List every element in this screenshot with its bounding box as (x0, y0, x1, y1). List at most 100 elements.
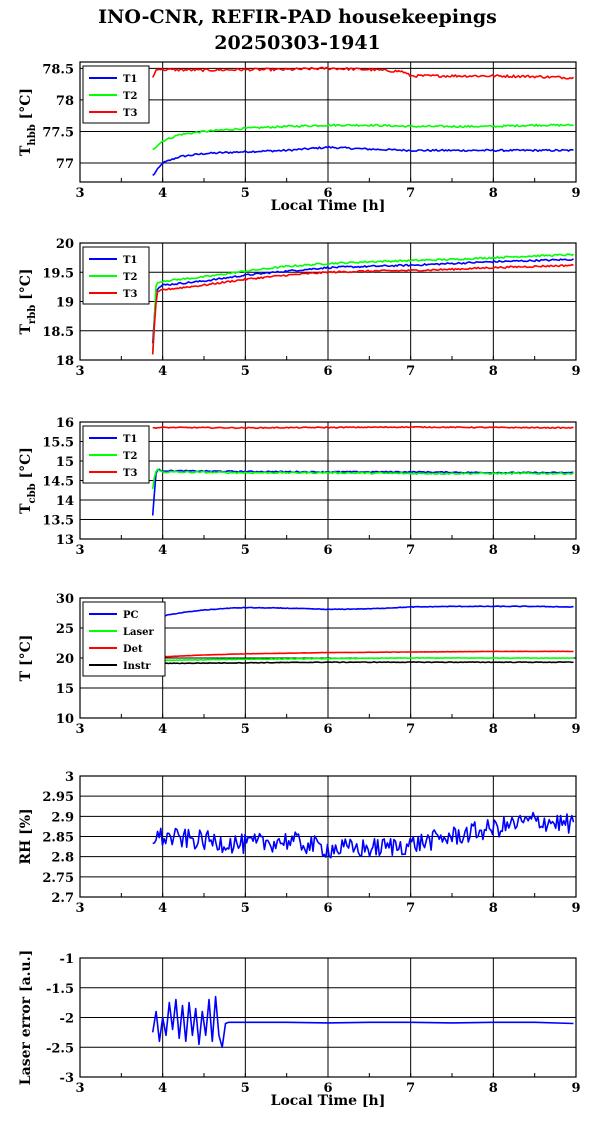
x-tick-label: 8 (489, 186, 498, 201)
x-tick-label: 3 (75, 1081, 84, 1096)
x-tick-label: 4 (158, 364, 167, 379)
y-tick-label: -1 (60, 952, 74, 967)
series-line-det (152, 650, 574, 659)
x-tick-label: 8 (489, 722, 498, 737)
y-tick-label: 18.5 (42, 325, 74, 340)
x-tick-label: 3 (75, 543, 84, 558)
legend-label: T1 (123, 74, 137, 85)
x-tick-label: 7 (406, 901, 415, 916)
x-tick-label: 4 (158, 1081, 167, 1096)
y-tick-label: 25 (56, 622, 74, 637)
y-tick-label: 14.5 (42, 475, 74, 490)
series-line-t2 (152, 123, 574, 151)
legend-label: PC (123, 610, 139, 621)
x-tick-label: 3 (75, 364, 84, 379)
series-line-data (151, 995, 574, 1049)
legend-label: T2 (123, 272, 137, 283)
x-axis-label: Local Time [h] (271, 1093, 386, 1109)
series-line-data (152, 811, 575, 859)
legend-label: T3 (123, 108, 137, 119)
series-line-laser (152, 656, 574, 662)
chart-p5: 3 4 5 6 7 8 9 2.7 2.75 2.8 2.85 2.9 2.95 3 RH [%] (18, 770, 581, 916)
series-line-t2 (151, 468, 574, 490)
x-tick-label: 9 (571, 364, 580, 379)
legend-label: T1 (123, 255, 137, 266)
y-tick-label: 15 (56, 455, 74, 470)
series-group (151, 253, 575, 355)
x-tick-label: 9 (571, 722, 580, 737)
x-tick-label: 7 (406, 1081, 415, 1096)
x-tick-label: 7 (406, 186, 415, 201)
legend-label: Laser (123, 627, 155, 638)
y-tick-label: -2 (60, 1012, 74, 1027)
x-tick-label: 5 (241, 1081, 250, 1096)
x-tick-label: 6 (323, 1081, 332, 1096)
x-tick-label: 3 (75, 722, 84, 737)
series-line-pc (152, 605, 574, 626)
y-tick-label: 2.95 (42, 790, 74, 805)
x-tick-label: 9 (571, 901, 580, 916)
series-line-t3 (152, 425, 574, 430)
y-tick-label: 2.7 (51, 891, 74, 906)
x-tick-label: 7 (406, 543, 415, 558)
legend: T1 T2 T3 (82, 425, 150, 484)
y-tick-label: 2.9 (51, 810, 74, 825)
series-line-t1 (151, 468, 574, 516)
x-tick-label: 4 (158, 722, 167, 737)
legend-label: Det (123, 644, 143, 655)
y-tick-label: 77.5 (42, 125, 74, 140)
chart-title-line2: 20250303-1941 (214, 32, 381, 54)
series-line-t1 (152, 145, 574, 177)
legend-label: T3 (123, 468, 137, 479)
y-tick-label: -3 (60, 1071, 74, 1086)
x-tick-label: 9 (571, 543, 580, 558)
series-line-t2 (151, 253, 575, 355)
y-tick-label: 19 (56, 296, 74, 311)
y-tick-label: -2.5 (46, 1041, 74, 1056)
series-line-t3 (151, 263, 574, 355)
x-tick-label: 6 (323, 722, 332, 737)
x-axis-label: Local Time [h] (271, 198, 386, 214)
y-tick-label: 78.5 (42, 62, 74, 77)
series-line-t1 (151, 258, 574, 344)
series-line-t3 (151, 66, 575, 80)
chart-title-line1: INO-CNR, REFIR-PAD housekeepings (98, 6, 497, 28)
y-tick-label: 10 (56, 712, 74, 727)
y-tick-label: 14 (56, 494, 74, 509)
chart-p4: 3 4 5 6 7 8 9 10 15 20 25 30 T [°C] PC Laser Det Instr (18, 592, 581, 737)
x-tick-label: 6 (323, 543, 332, 558)
legend-label: T3 (123, 289, 137, 300)
x-tick-label: 3 (75, 901, 84, 916)
series-group (151, 425, 574, 516)
series-group (152, 811, 575, 859)
x-tick-label: 8 (489, 901, 498, 916)
x-tick-label: 5 (241, 186, 250, 201)
x-tick-label: 5 (241, 722, 250, 737)
x-tick-label: 4 (158, 901, 167, 916)
y-axis-label: T [°C] (18, 635, 34, 682)
x-tick-label: 3 (75, 186, 84, 201)
y-tick-label: 2.75 (42, 871, 74, 886)
y-tick-label: 20 (56, 237, 74, 252)
chart-p2: 3 4 5 6 7 8 9 18 18.5 19 19.5 20 Trbb [°C] T1 T2 T3 (18, 237, 581, 379)
x-tick-label: 5 (241, 543, 250, 558)
x-tick-label: 7 (406, 722, 415, 737)
y-tick-label: 3 (65, 770, 74, 785)
x-tick-label: 6 (323, 364, 332, 379)
series-group (151, 66, 575, 177)
y-axis-label: Laser error [a.u.] (18, 950, 34, 1085)
y-tick-label: 16 (56, 416, 74, 431)
legend: PC Laser Det Instr (82, 601, 166, 677)
series-group (152, 605, 574, 665)
legend-label: T2 (123, 451, 137, 462)
x-tick-label: 6 (323, 901, 332, 916)
y-tick-label: 20 (56, 652, 74, 667)
legend: T1 T2 T3 (82, 246, 150, 305)
x-tick-label: 8 (489, 364, 498, 379)
x-tick-label: 8 (489, 1081, 498, 1096)
y-tick-label: 15.5 (42, 436, 74, 451)
x-tick-label: 9 (571, 186, 580, 201)
x-tick-label: 4 (158, 186, 167, 201)
